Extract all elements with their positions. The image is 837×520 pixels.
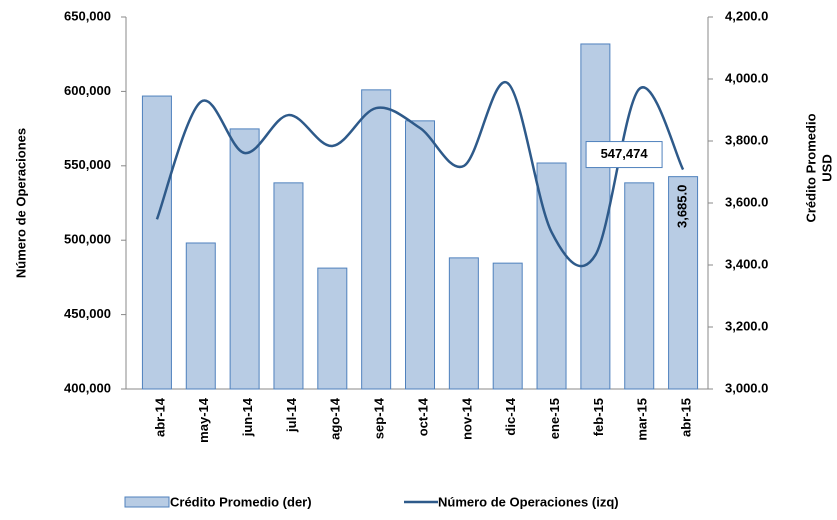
y-tick-label: 550,000	[64, 157, 111, 172]
bar	[624, 182, 655, 390]
x-tick-label: jul-14	[284, 397, 299, 433]
bar	[361, 89, 392, 390]
bar	[317, 267, 348, 390]
x-tick-label: jun-14	[240, 397, 255, 437]
x-tick-label: sep-14	[372, 397, 387, 439]
y2-axis-title: USD	[819, 154, 834, 181]
y-axis-title: Número de Operaciones	[13, 128, 28, 278]
x-tick-label: abr-14	[152, 397, 167, 437]
bar	[448, 257, 479, 390]
bar	[185, 242, 216, 390]
bar-value-label: 3,685.0	[675, 185, 690, 228]
bar	[668, 176, 699, 390]
bar	[273, 182, 304, 390]
y2-tick-label: 3,400.0	[725, 256, 768, 271]
y-tick-label: 600,000	[64, 83, 111, 98]
y2-tick-label: 3,800.0	[725, 132, 768, 147]
x-tick-label: ene-15	[547, 398, 562, 439]
bar	[580, 43, 611, 390]
y-tick-label: 650,000	[64, 8, 111, 23]
bar	[229, 128, 260, 390]
x-tick-label: ago-14	[328, 397, 343, 440]
legend-swatch	[124, 496, 170, 508]
y2-tick-label: 4,200.0	[725, 8, 768, 23]
y2-tick-label: 3,600.0	[725, 194, 768, 209]
bar	[141, 95, 172, 390]
x-tick-label: mar-15	[635, 398, 650, 441]
y2-tick-label: 3,200.0	[725, 318, 768, 333]
line	[155, 80, 685, 268]
bar	[492, 262, 523, 390]
legend-label: Número de Operaciones (izq)	[438, 494, 619, 509]
x-tick-label: nov-14	[459, 397, 474, 440]
y-tick-label: 400,000	[64, 380, 111, 395]
x-tick-label: dic-14	[503, 397, 518, 435]
y-tick-label: 500,000	[64, 232, 111, 247]
x-tick-label: abr-15	[679, 398, 694, 437]
x-tick-label: feb-15	[591, 398, 606, 436]
legend-label: Crédito Promedio (der)	[170, 494, 312, 509]
y2-axis-title: Crédito Promedio	[803, 113, 818, 222]
x-tick-label: oct-14	[415, 397, 430, 436]
label-box	[585, 141, 663, 169]
y-tick-label: 450,000	[64, 306, 111, 321]
line-value-label: 547,474	[601, 146, 649, 161]
y2-tick-label: 3,000.0	[725, 380, 768, 395]
y2-tick-label: 4,000.0	[725, 70, 768, 85]
x-tick-label: may-14	[196, 397, 211, 443]
bar	[405, 120, 435, 390]
